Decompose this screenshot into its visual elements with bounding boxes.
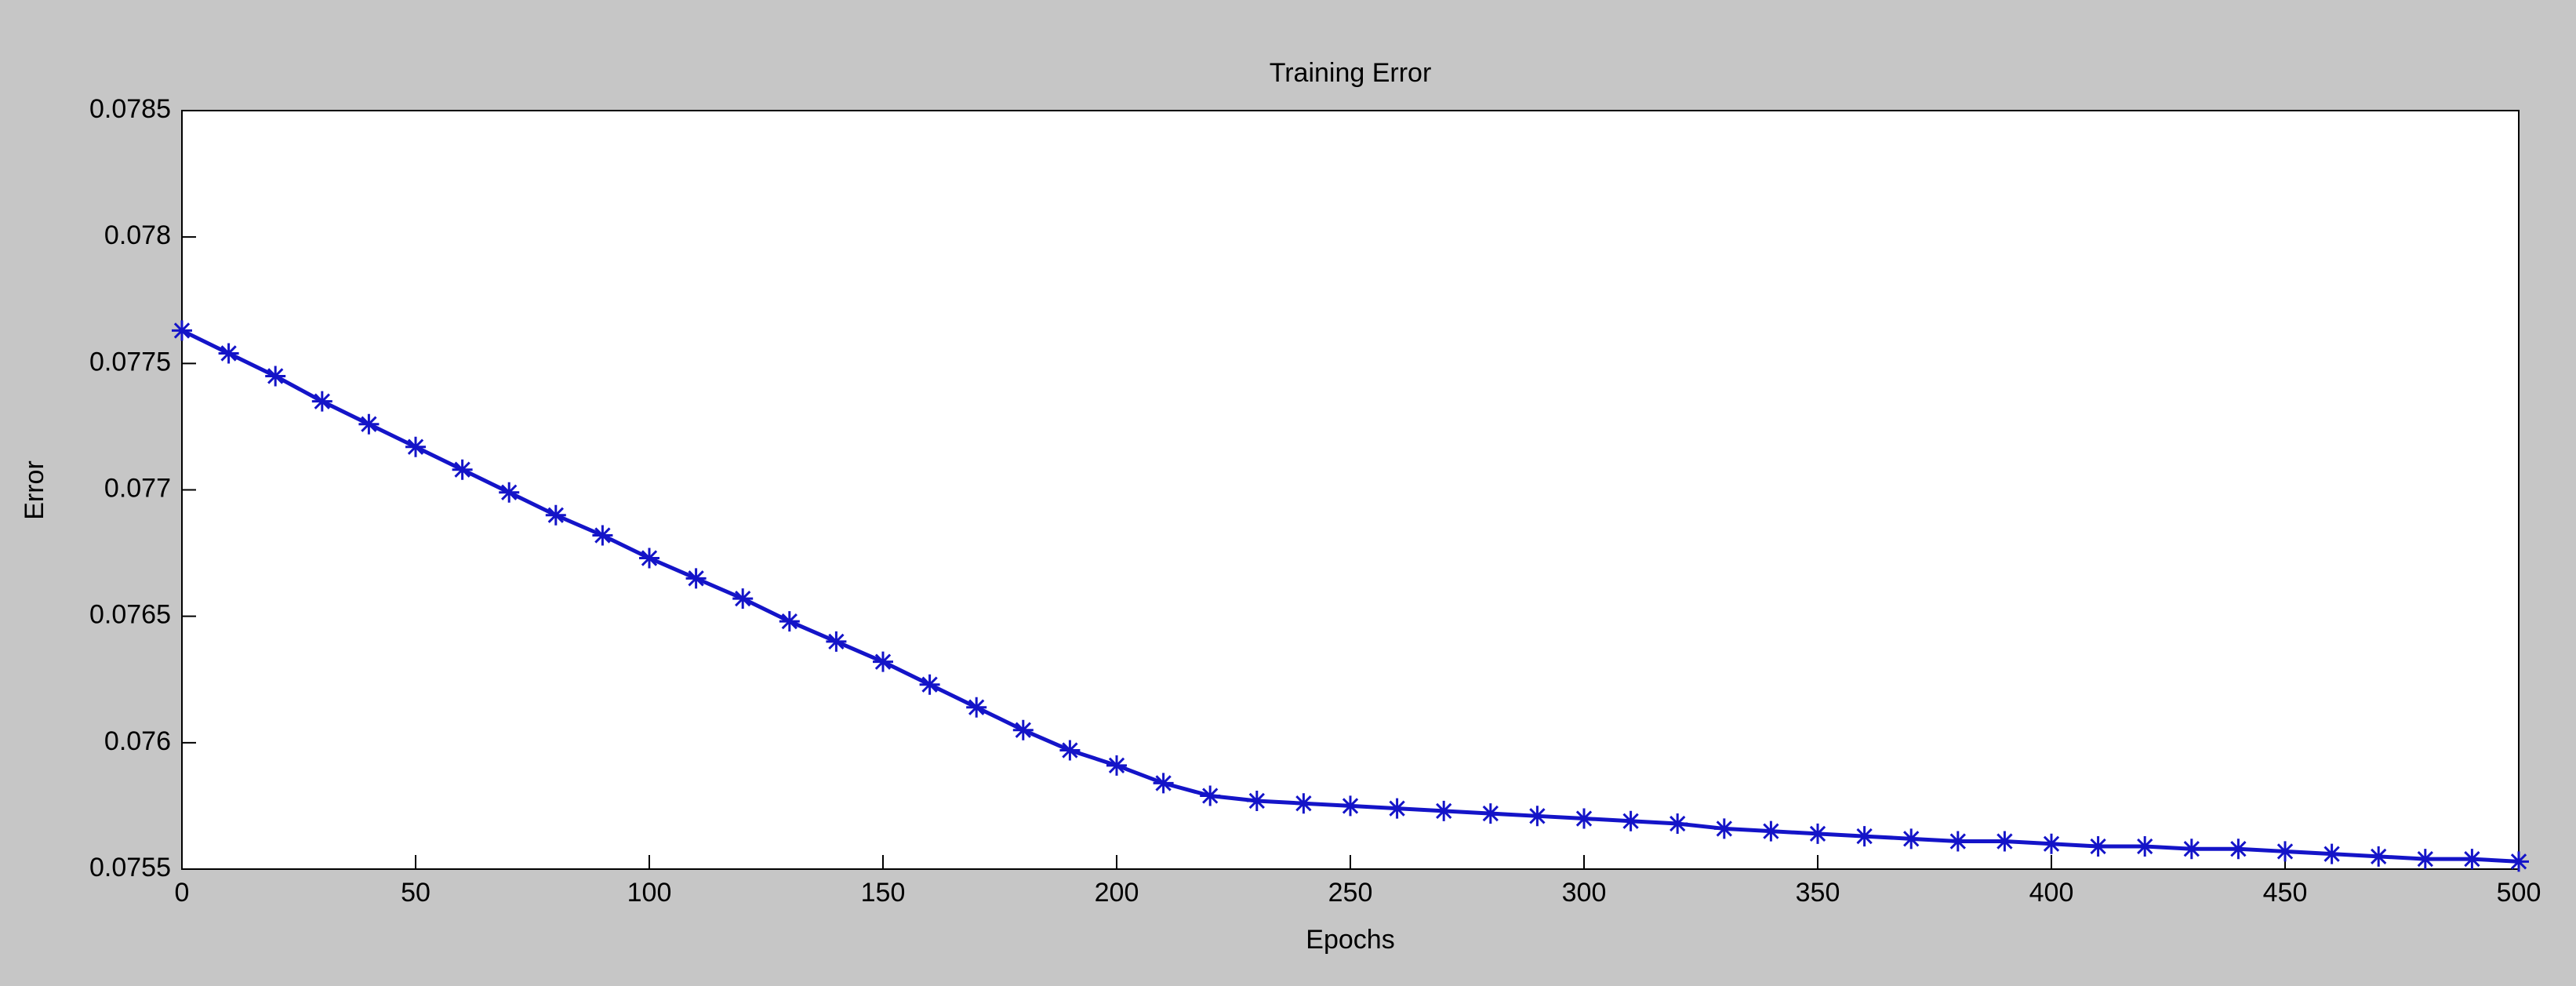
star-marker <box>1106 755 1127 776</box>
star-marker <box>966 697 987 718</box>
star-marker <box>2181 839 2202 860</box>
x-tick-label: 400 <box>2029 878 2074 908</box>
y-tick-label: 0.0775 <box>89 347 171 377</box>
x-tick-label: 500 <box>2497 878 2541 908</box>
x-tick-label: 250 <box>1328 878 1373 908</box>
star-marker <box>732 588 754 609</box>
star-marker <box>919 674 940 695</box>
star-marker <box>639 548 659 569</box>
star-marker <box>1760 820 1782 842</box>
y-tick-label: 0.0755 <box>89 853 171 882</box>
star-marker <box>1994 831 2015 852</box>
star-marker <box>2509 851 2529 872</box>
star-marker <box>1854 826 1875 847</box>
star-marker <box>685 568 707 589</box>
x-tick-label: 350 <box>1796 878 1840 908</box>
star-marker <box>265 366 286 387</box>
star-marker <box>1480 803 1501 824</box>
star-marker <box>2087 835 2109 857</box>
star-marker <box>172 320 192 341</box>
star-marker <box>1012 719 1034 740</box>
x-axis-label: Epochs <box>1306 925 1394 955</box>
star-marker <box>2321 843 2342 864</box>
star-marker <box>545 504 566 526</box>
y-tick-label: 0.077 <box>104 473 171 503</box>
star-marker <box>311 391 332 412</box>
star-marker <box>1574 808 1594 829</box>
star-marker <box>1200 785 1221 806</box>
star-marker <box>592 525 613 546</box>
star-marker <box>779 611 800 632</box>
star-marker <box>2041 833 2062 854</box>
y-tick-label: 0.078 <box>104 220 171 250</box>
star-marker <box>1340 795 1361 817</box>
y-tick-label: 0.0785 <box>89 94 171 124</box>
star-marker <box>358 413 380 435</box>
star-marker <box>1153 773 1174 794</box>
plot-area <box>181 110 2520 870</box>
star-marker <box>2228 839 2249 860</box>
x-tick-label: 100 <box>627 878 672 908</box>
star-marker <box>1808 823 1828 844</box>
star-marker <box>405 436 426 457</box>
star-marker <box>1901 828 1922 850</box>
star-marker <box>452 459 473 480</box>
x-tick-label: 50 <box>401 878 431 908</box>
y-axis-label: Error <box>20 460 49 520</box>
star-marker <box>873 651 893 672</box>
star-marker <box>2462 849 2483 870</box>
y-tick-label: 0.0765 <box>89 600 171 630</box>
x-tick-label: 200 <box>1095 878 1139 908</box>
star-marker <box>826 631 847 652</box>
y-tick-label: 0.076 <box>104 726 171 756</box>
star-marker <box>1246 790 1267 811</box>
star-marker <box>2275 841 2295 862</box>
star-marker <box>2368 846 2389 867</box>
x-tick-label: 450 <box>2263 878 2308 908</box>
chart-title: Training Error <box>1270 58 1432 88</box>
star-marker <box>1947 831 1968 852</box>
x-tick-label: 300 <box>1562 878 1607 908</box>
star-marker <box>1059 740 1081 761</box>
star-marker <box>1527 806 1548 827</box>
star-marker <box>1386 798 1408 819</box>
star-marker <box>1620 810 1641 831</box>
star-marker <box>499 482 520 503</box>
x-tick-label: 150 <box>861 878 906 908</box>
star-marker <box>218 343 239 364</box>
star-marker <box>1713 818 1735 839</box>
star-marker <box>1433 800 1455 821</box>
star-marker <box>1293 793 1314 814</box>
x-tick-label: 0 <box>175 878 190 908</box>
star-marker <box>1667 813 1688 834</box>
star-marker <box>2414 849 2436 870</box>
star-marker <box>2135 835 2156 857</box>
